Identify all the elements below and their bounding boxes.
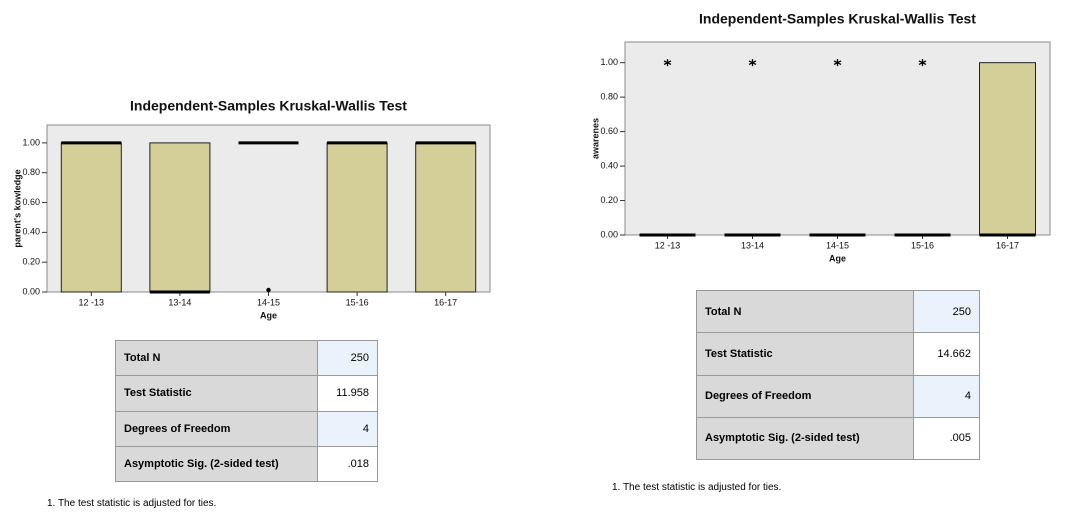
row-value: 11.958 <box>317 375 378 412</box>
row-value: 250 <box>913 289 980 334</box>
box <box>60 142 122 293</box>
box <box>326 142 388 293</box>
y-tick-label: 0.20 <box>22 257 40 267</box>
x-tick-label: 13-14 <box>168 297 191 307</box>
row-value: 4 <box>913 374 980 418</box>
row-value: 14.662 <box>913 332 980 376</box>
x-tick-label: 15-16 <box>346 297 369 307</box>
outlier <box>266 287 271 293</box>
outlier <box>748 59 757 67</box>
y-tick-label: 0.00 <box>600 229 618 239</box>
outlier <box>833 59 842 67</box>
y-tick-label: 0.60 <box>22 197 40 207</box>
row-label: Test Statistic <box>115 375 318 412</box>
x-tick-label: 12 -13 <box>79 297 105 307</box>
row-value: .018 <box>317 445 378 483</box>
y-tick-label: 0.60 <box>600 126 618 136</box>
y-tick-label: 1.00 <box>22 137 40 147</box>
chart-title: Independent-Samples Kruskal-Wallis Test <box>699 11 976 27</box>
x-tick-label: 16-17 <box>434 297 457 307</box>
y-tick-label: 0.00 <box>22 286 40 296</box>
box <box>979 62 1036 236</box>
outlier <box>663 59 672 67</box>
row-label: Total N <box>115 339 318 377</box>
x-tick-label: 14-15 <box>826 240 849 250</box>
x-axis-label: Age <box>829 253 846 263</box>
y-tick-label: 0.80 <box>600 92 618 102</box>
y-tick-label: 0.40 <box>600 160 618 170</box>
y-tick-label: 1.00 <box>600 57 618 67</box>
x-axis-label: Age <box>260 310 277 320</box>
outlier <box>918 59 927 67</box>
x-tick-label: 14-15 <box>257 297 280 307</box>
stats-table: Total N 250 Test Statistic 14.662 Degrees of… <box>696 289 980 461</box>
x-tick-label: 16-17 <box>996 240 1019 250</box>
row-label: Degrees of Freedom <box>696 374 914 418</box>
row-label: Total N <box>696 289 914 334</box>
row-label: Test Statistic <box>696 332 914 376</box>
x-tick-label: 15-16 <box>911 240 934 250</box>
chart-title: Independent-Samples Kruskal-Wallis Test <box>130 98 407 114</box>
box <box>149 142 211 293</box>
box <box>415 142 477 293</box>
row-value: 250 <box>317 339 378 377</box>
row-label: Asymptotic Sig. (2-sided test) <box>115 445 318 483</box>
footnote: 1. The test statistic is adjusted for ti… <box>612 482 782 493</box>
y-tick-label: 0.80 <box>22 167 40 177</box>
y-tick-label: 0.20 <box>600 195 618 205</box>
y-axis-label: awarenes <box>590 118 600 159</box>
row-value: .005 <box>913 416 980 461</box>
row-label: Degrees of Freedom <box>115 410 318 447</box>
row-value: 4 <box>317 410 378 447</box>
stats-table: Total N 250 Test Statistic 11.958 Degrees of… <box>115 339 378 483</box>
footnote: 1. The test statistic is adjusted for ti… <box>47 498 217 509</box>
row-label: Asymptotic Sig. (2-sided test) <box>696 416 914 461</box>
y-axis-label: parent's kowledge <box>12 169 22 247</box>
x-tick-label: 13-14 <box>741 240 764 250</box>
y-tick-label: 0.40 <box>22 227 40 237</box>
x-tick-label: 12 -13 <box>655 240 681 250</box>
